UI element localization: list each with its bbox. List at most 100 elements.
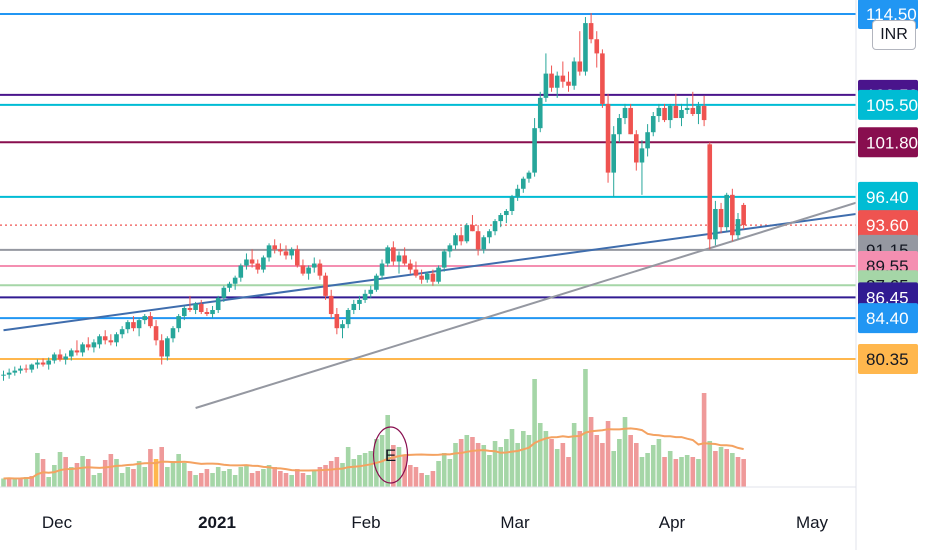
candle-body [244, 259, 249, 266]
candle [119, 326, 125, 339]
candle-body [645, 132, 650, 149]
volume-bar [244, 465, 249, 487]
candle-body [487, 231, 492, 238]
volume-bar [170, 461, 176, 487]
volume-bar [306, 475, 311, 487]
candle [283, 245, 289, 260]
candle [611, 126, 616, 197]
candle [724, 192, 729, 232]
candle-body [526, 172, 532, 179]
candle-body [430, 273, 436, 282]
candle-body [515, 188, 520, 197]
candle [295, 245, 300, 268]
candle [210, 305, 215, 319]
trendline [195, 185, 908, 409]
candle [475, 225, 481, 256]
candle [391, 241, 396, 266]
candle [193, 301, 198, 315]
candle-body [617, 118, 622, 135]
price-tag-bg [858, 89, 918, 120]
candle-body [600, 53, 605, 104]
currency-badge[interactable]: INR [872, 20, 916, 50]
candle-body [85, 344, 91, 348]
candle-body [605, 103, 611, 173]
time-axis[interactable]: Dec 2021 Feb Mar Apr May [0, 486, 856, 532]
candle [436, 265, 441, 284]
candle-body [554, 75, 560, 88]
price-tag-bg [858, 127, 918, 158]
candle [696, 101, 701, 125]
volume-bar [102, 460, 108, 487]
volume-bar [227, 469, 232, 487]
candle-body [379, 263, 385, 276]
candle [532, 118, 537, 177]
candle [458, 227, 464, 246]
volume-bar [108, 454, 114, 487]
volume-bar [114, 459, 119, 487]
volume-bar [334, 457, 340, 487]
candle-body [611, 134, 616, 173]
candle [684, 97, 690, 115]
candle [504, 208, 509, 224]
candle [645, 124, 650, 157]
candle-body [255, 263, 261, 270]
candle [102, 330, 108, 345]
candle-body [221, 287, 227, 298]
candle [85, 337, 91, 351]
volume-bar [136, 461, 142, 487]
candle [261, 255, 266, 273]
volume-bar [430, 471, 436, 487]
volume-bar [724, 449, 729, 487]
candle [63, 353, 68, 365]
volume-bar [289, 475, 294, 487]
volume-bar [311, 471, 317, 487]
candle-body [187, 307, 193, 311]
candle-body [69, 350, 74, 357]
candle [662, 103, 667, 123]
candle [362, 289, 368, 303]
candle-body [227, 283, 232, 288]
candle-body [537, 97, 543, 129]
volume-bar [537, 423, 543, 487]
price-tag-text: 101.80 [866, 133, 918, 152]
price-axis[interactable]: 114.50106.50105.50101.8096.4093.6091.158… [855, 0, 932, 550]
candle [583, 17, 588, 76]
volume-bar [453, 443, 458, 487]
candle [560, 61, 566, 88]
volume-bar [295, 469, 300, 487]
volume-bar [69, 467, 74, 487]
candle [18, 365, 23, 374]
candle [741, 202, 746, 230]
volume-bar [408, 465, 413, 487]
volume-bar [272, 467, 277, 487]
candle [142, 314, 148, 325]
volume-bar [713, 451, 718, 487]
candle-body [436, 267, 441, 282]
candle-body [583, 23, 588, 72]
volume-bar [131, 469, 136, 487]
candle [108, 334, 114, 346]
candle-body [577, 61, 583, 72]
price-tag-text: 105.50 [866, 96, 918, 115]
candle [227, 281, 232, 292]
volume-bar [447, 459, 453, 487]
candle [650, 111, 656, 137]
candle [153, 320, 159, 346]
candle-body [159, 340, 164, 357]
volume-bar [193, 475, 198, 487]
candle [29, 363, 35, 373]
candle-body [261, 257, 266, 270]
volume-bar [63, 457, 68, 487]
candle [735, 213, 741, 240]
candle-body [210, 310, 215, 315]
candle-body [650, 116, 656, 133]
volume-bar [317, 467, 323, 487]
candle [543, 53, 549, 102]
candle-body [165, 338, 170, 357]
volume-bar [80, 456, 85, 487]
volume-bar [29, 476, 35, 487]
candle-body [368, 289, 374, 294]
volume-bar [351, 459, 357, 487]
candle [701, 95, 707, 127]
